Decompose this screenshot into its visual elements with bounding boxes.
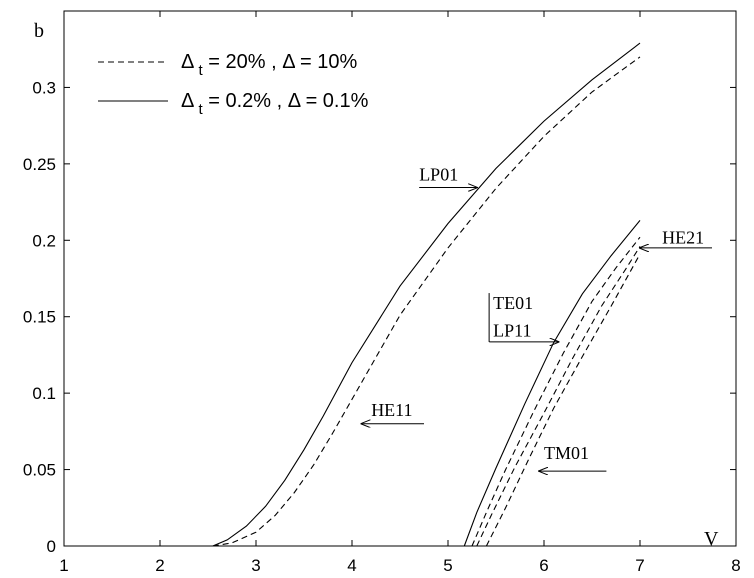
solid-series-line	[463, 220, 641, 547]
x-tick-label: 6	[539, 556, 548, 575]
y-tick-label: 0	[47, 537, 56, 556]
annotation-label: LP11	[493, 321, 531, 341]
y-tick-label: 0.2	[32, 231, 56, 250]
x-tick-label: 5	[443, 556, 452, 575]
y-tick-label: 0.05	[23, 461, 56, 480]
plot-frame	[63, 10, 737, 547]
x-tick-label: 4	[347, 556, 356, 575]
y-tick-label: 0.25	[23, 155, 56, 174]
series-group	[212, 42, 641, 547]
annotation-label: HE11	[371, 400, 412, 420]
x-tick-label: 3	[251, 556, 260, 575]
dashed-series-line	[212, 56, 641, 547]
legend-entry: Δ t = 0.2% , Δ = 0.1%	[181, 90, 369, 118]
y-tick-label: 0.1	[32, 384, 56, 403]
x-axis-label: V	[704, 528, 719, 550]
dashed-series-line	[485, 253, 641, 547]
legend: Δ t = 20% , Δ = 10% Δ t = 0.2% , Δ = 0.1%	[98, 51, 369, 118]
legend-entry: Δ t = 20% , Δ = 10%	[181, 51, 357, 79]
x-tick-label: 1	[59, 556, 68, 575]
solid-series-line	[212, 42, 641, 547]
annotation-label: HE21	[662, 227, 704, 247]
dashed-series-line	[471, 236, 641, 547]
y-tick-label: 0.15	[23, 308, 56, 327]
x-tick-label: 7	[635, 556, 644, 575]
annotation-label: TM01	[544, 443, 589, 463]
y-axis-label: b	[34, 20, 44, 42]
x-tick-label: 2	[155, 556, 164, 575]
axis-ticks: 1 2 3 4 5 6 7 8 0 0.05 0.1 0.15 0.2 0.25 0.3	[23, 11, 741, 575]
dashed-series-line	[476, 246, 641, 547]
annotations-group: LP01 HE21 TE01 LP11 HE11 TM01	[362, 165, 712, 471]
annotation-label: TE01	[493, 293, 533, 313]
annotation-label: LP01	[419, 165, 458, 185]
x-tick-label: 8	[731, 556, 740, 575]
y-tick-label: 0.3	[32, 78, 56, 97]
